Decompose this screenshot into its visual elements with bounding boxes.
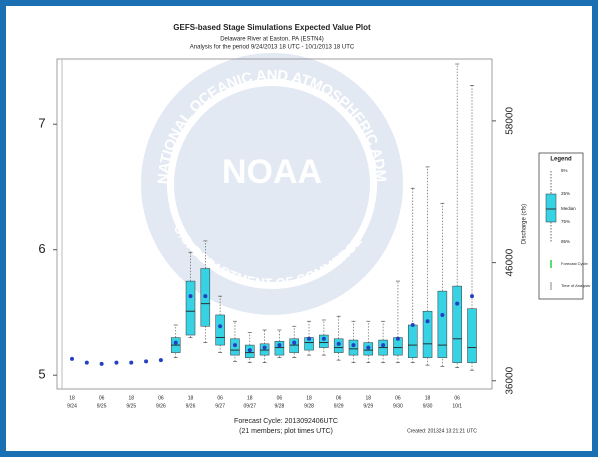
mean-point [188, 294, 193, 299]
analysis-period: Analysis for the period 9/24/2013 18 UTC… [190, 45, 355, 51]
legend-item: Median [561, 206, 576, 211]
box [407, 324, 418, 358]
legend-item: 5% [561, 168, 568, 173]
box [422, 310, 433, 358]
y2-axis-label: Discharge (cfs) [522, 204, 528, 244]
x-tick-label: 9/27 [215, 403, 225, 409]
mean-point [410, 323, 415, 328]
mean-point [232, 343, 237, 348]
x-tick-label: 18 [306, 395, 312, 401]
x-tick-label: 18 [188, 395, 194, 401]
box [319, 334, 329, 348]
x-tick-label: 9/30 [423, 403, 433, 409]
y2-tick-label: 36000 [505, 366, 516, 394]
x-tick-label: 06 [395, 395, 401, 401]
box [348, 339, 359, 356]
legend-item: 95% [561, 239, 570, 244]
legend-box-swatch [545, 193, 557, 223]
mean-point [129, 360, 134, 365]
footer-cycle: Forecast Cycle: 2013092406UTC [234, 418, 338, 425]
x-tick-label: 9/26 [156, 403, 166, 409]
x-tick-label: 9/24 [67, 403, 77, 409]
chart-title: GEFS-based Stage Simulations Expected Va… [173, 23, 371, 32]
chart-subtitle: Delaware River at Easton, PA (ESTN4) [220, 37, 324, 43]
legend-box [538, 152, 584, 300]
x-tick-label: 06 [158, 395, 164, 401]
mean-point [70, 356, 74, 361]
watermark-logo: NOAA [222, 153, 322, 191]
x-tick-label: 9/30 [393, 403, 403, 409]
mean-point [381, 343, 386, 348]
mean-point [470, 294, 474, 299]
chart: NOAA NATIONAL OCEANIC AND ATMOSPHERIC AD… [6, 6, 590, 435]
x-tick-label: 09/27 [244, 403, 257, 409]
mean-point [84, 360, 89, 365]
x-tick-label: 9/29 [363, 403, 373, 409]
x-tick-label: 9/26 [186, 403, 196, 409]
legend-item: Time of Analysis [561, 283, 590, 288]
x-tick-label: 18 [128, 395, 134, 401]
x-tick-label: 9/25 [126, 403, 136, 409]
watermark-ring [141, 53, 403, 315]
x-tick-label: 06 [277, 395, 283, 401]
mean-point [99, 361, 104, 366]
x-tick-label: 18 [69, 395, 75, 401]
box [185, 280, 196, 336]
mean-point [351, 343, 356, 348]
mean-point [395, 336, 400, 341]
x-tick-label: 18 [366, 395, 372, 401]
mean-point [440, 312, 445, 317]
y2-tick-label: 58000 [505, 107, 516, 135]
mean-point [321, 336, 326, 341]
y-tick-label: 6 [38, 241, 45, 256]
y-tick-label: 5 [38, 367, 45, 382]
x-tick-label: 10/1 [452, 403, 462, 409]
legend: Legend 5% 25% Median 75% 95% Forecast Cy… [538, 152, 590, 300]
box [452, 285, 462, 363]
box [274, 341, 285, 356]
mean-point [247, 348, 252, 353]
x-tick-label: 18 [425, 395, 431, 401]
mean-point [218, 324, 223, 329]
legend-item: 25% [561, 191, 570, 196]
y2-tick-label: 46000 [505, 248, 516, 276]
x-tick-label: 06 [336, 395, 342, 401]
box [215, 314, 225, 346]
watermark-disc [174, 86, 370, 282]
footer-members: (21 members; plot times UTC) [239, 428, 333, 435]
x-tick-label: 06 [454, 395, 460, 401]
mean-point [425, 319, 430, 324]
x-tick-label: 9/28 [275, 403, 285, 409]
y-tick-label: 7 [38, 116, 45, 131]
mean-point [455, 301, 460, 306]
mean-point [173, 340, 178, 345]
mean-point [366, 345, 371, 350]
legend-item: 75% [561, 219, 570, 224]
mean-point [277, 343, 282, 348]
x-tick-label: 06 [217, 395, 223, 401]
mean-point [144, 359, 149, 364]
x-tick-label: 18 [247, 395, 253, 401]
mean-point [158, 358, 163, 363]
box [289, 338, 299, 353]
mean-point [114, 360, 119, 365]
legend-title: Legend [550, 157, 572, 163]
box [437, 290, 448, 358]
x-tick-label: 9/29 [334, 403, 344, 409]
box [467, 308, 477, 363]
mean-point [262, 345, 267, 350]
mean-point [292, 340, 297, 345]
plot-frame [56, 58, 493, 390]
mean-point [307, 336, 312, 341]
x-tick-label: 9/25 [97, 403, 107, 409]
created: Created: 201324 13:21:21 UTC [407, 428, 477, 434]
x-tick-label: 06 [99, 395, 105, 401]
mean-point [336, 341, 341, 346]
mean-point [203, 294, 208, 299]
legend-item: Forecast Cycle [561, 261, 588, 266]
x-tick-label: 9/28 [304, 403, 314, 409]
